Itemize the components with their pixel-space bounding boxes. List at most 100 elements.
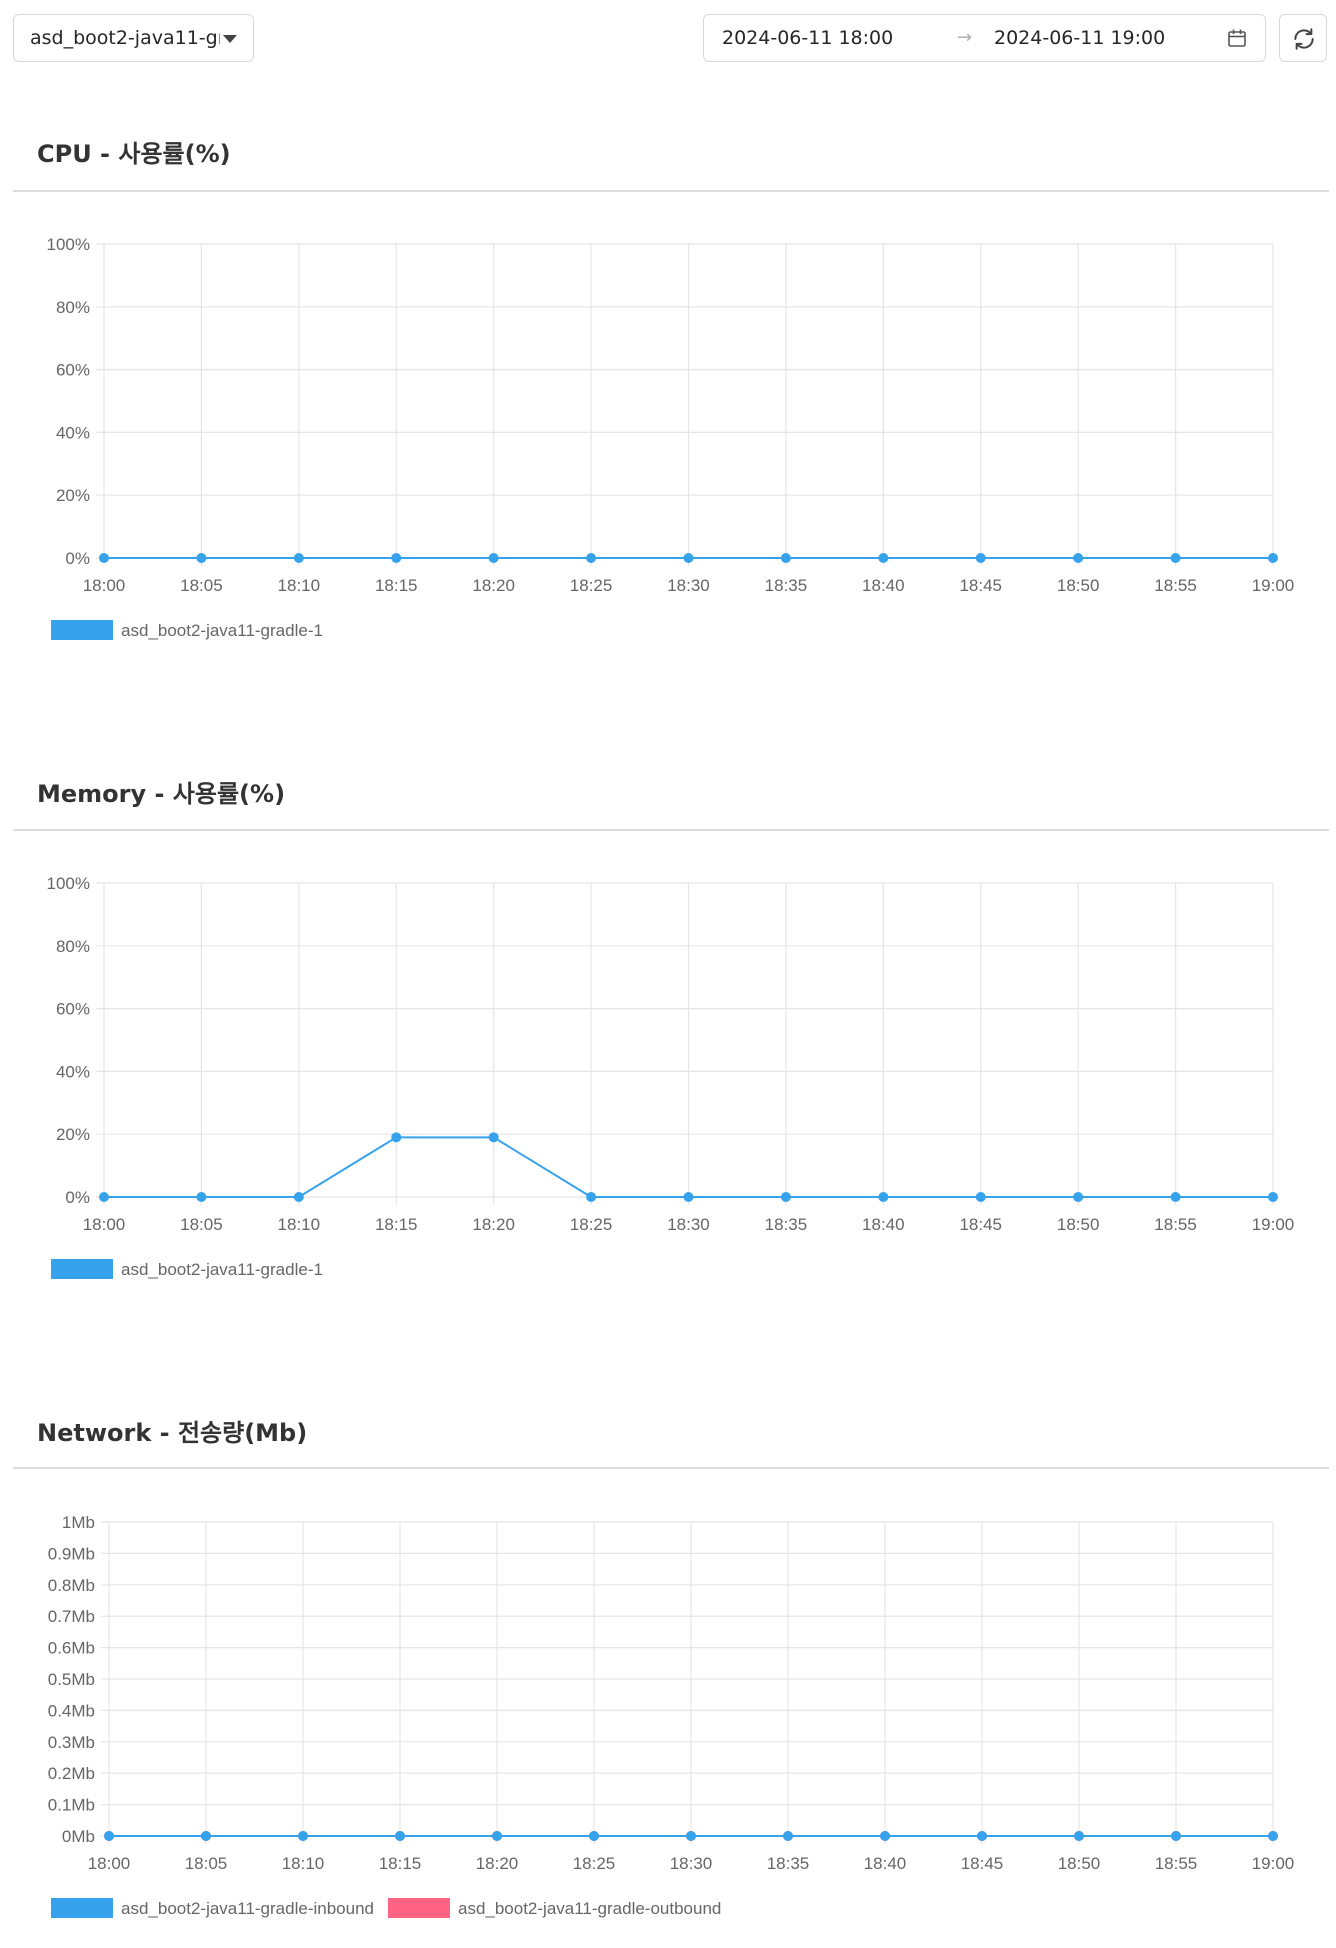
x-tick-label: 18:20 <box>472 576 515 595</box>
legend-label: asd_boot2-java11-gradle-1 <box>121 1260 323 1279</box>
legend-label: asd_boot2-java11-gradle-inbound <box>121 1899 374 1918</box>
caret-down-icon[interactable] <box>223 35 237 43</box>
refresh-icon <box>1294 28 1314 50</box>
legend-swatch <box>51 620 113 640</box>
data-point <box>391 553 402 563</box>
data-point <box>488 553 499 563</box>
legend-label: asd_boot2-java11-gradle-1 <box>121 621 323 640</box>
x-tick-label: 18:10 <box>278 576 321 595</box>
date-end-input[interactable]: 2024-06-11 19:00 <box>994 27 1166 49</box>
x-tick-label: 18:00 <box>83 1215 126 1234</box>
y-tick-label: 0.1Mb <box>48 1796 95 1815</box>
x-tick-label: 18:20 <box>476 1854 519 1873</box>
data-point <box>492 1831 502 1841</box>
network-traffic-chart: 0Mb 0.1Mb 0.2Mb 0.3Mb 0.4Mb 0.5Mb 0.6Mb 0.7Mb 0.… <box>48 1513 1294 1918</box>
container-select[interactable]: asd_boot2-java11-gradle-1 <box>13 14 254 62</box>
data-point <box>99 1192 109 1202</box>
data-point <box>589 1831 599 1841</box>
x-tick-label: 18:10 <box>282 1854 325 1873</box>
memory-section-title: Memory - 사용률(%) <box>37 780 286 808</box>
data-point <box>683 1192 694 1202</box>
y-tick-label: 20% <box>56 1125 90 1144</box>
cpu-usage-chart: 0% 20% 40% 60% 80% 100% 18:00 18:05 18:10 18:15 18… <box>47 235 1294 640</box>
data-point <box>298 1831 308 1841</box>
x-tick-label: 18:05 <box>180 576 223 595</box>
data-point <box>1268 1192 1278 1202</box>
x-tick-label: 18:50 <box>1057 1215 1100 1234</box>
legend-swatch <box>51 1898 113 1918</box>
x-tick-label: 18:15 <box>375 1215 418 1234</box>
data-point <box>1268 553 1278 563</box>
cpu-section-title: CPU - 사용률(%) <box>37 140 231 168</box>
date-separator-arrow-icon: → <box>957 27 973 48</box>
cpu-section-divider <box>13 190 1329 192</box>
x-tick-label: 18:45 <box>959 1215 1002 1234</box>
x-tick-label: 19:00 <box>1252 1215 1295 1234</box>
data-point <box>196 553 207 563</box>
data-point <box>780 553 791 563</box>
calendar-icon[interactable] <box>1227 28 1247 48</box>
x-tick-label: 18:40 <box>862 576 905 595</box>
x-tick-label: 18:30 <box>667 1215 710 1234</box>
refresh-button[interactable] <box>1279 14 1327 62</box>
x-tick-label: 18:10 <box>278 1215 321 1234</box>
y-tick-label: 0.2Mb <box>48 1764 95 1783</box>
data-point <box>586 1192 597 1202</box>
data-point <box>977 1831 987 1841</box>
date-range-picker[interactable]: 2024-06-11 18:00 → 2024-06-11 19:00 <box>703 14 1266 62</box>
data-point <box>1268 1831 1278 1841</box>
data-point <box>1074 1831 1084 1841</box>
container-select-value: asd_boot2-java11-gradle-1 <box>30 27 220 49</box>
x-tick-label: 18:05 <box>185 1854 228 1873</box>
x-tick-label: 18:45 <box>959 576 1002 595</box>
x-tick-label: 18:40 <box>862 1215 905 1234</box>
network-section-title: Network - 전송량(Mb) <box>37 1419 308 1447</box>
y-tick-label: 40% <box>56 1062 90 1081</box>
x-tick-label: 18:30 <box>667 576 710 595</box>
y-tick-label: 60% <box>56 361 90 380</box>
legend-swatch <box>51 1259 113 1279</box>
data-point <box>783 1831 793 1841</box>
x-tick-label: 18:35 <box>767 1854 810 1873</box>
data-point <box>395 1831 405 1841</box>
data-point <box>780 1192 791 1202</box>
data-point <box>1170 1192 1181 1202</box>
data-point <box>1073 553 1084 563</box>
y-tick-label: 0.4Mb <box>48 1701 95 1720</box>
x-tick-label: 18:55 <box>1154 576 1197 595</box>
data-point <box>201 1831 211 1841</box>
data-point <box>391 1132 402 1143</box>
x-tick-label: 18:25 <box>573 1854 616 1873</box>
data-point <box>196 1192 207 1202</box>
data-point <box>1170 553 1181 563</box>
y-tick-label: 100% <box>47 235 90 254</box>
data-point <box>586 553 597 563</box>
data-point <box>878 1192 889 1202</box>
x-tick-label: 18:15 <box>375 576 418 595</box>
data-point <box>878 553 889 563</box>
data-point <box>880 1831 890 1841</box>
data-point <box>99 553 109 563</box>
x-tick-label: 18:25 <box>570 576 613 595</box>
data-point <box>293 553 304 563</box>
memory-usage-chart: 0% 20% 40% 60% 80% 100% 18:00 18:05 18:10 18:15 18… <box>47 874 1295 1279</box>
legend-swatch <box>387 1898 450 1918</box>
x-tick-label: 18:50 <box>1058 1854 1101 1873</box>
x-tick-label: 18:35 <box>765 1215 808 1234</box>
x-tick-label: 18:00 <box>83 576 126 595</box>
y-tick-label: 0% <box>65 1188 90 1207</box>
data-point <box>975 1192 986 1202</box>
y-tick-label: 0.3Mb <box>48 1733 95 1752</box>
y-tick-label: 0.9Mb <box>48 1544 95 1563</box>
x-tick-label: 18:40 <box>864 1854 907 1873</box>
x-tick-label: 18:25 <box>570 1215 613 1234</box>
data-point <box>683 553 694 563</box>
y-tick-label: 0% <box>65 549 90 568</box>
data-point <box>975 553 986 563</box>
y-tick-label: 0.6Mb <box>48 1639 95 1658</box>
y-tick-label: 0Mb <box>62 1827 95 1846</box>
x-tick-label: 18:00 <box>88 1854 131 1873</box>
data-point <box>686 1831 696 1841</box>
date-start-input[interactable]: 2024-06-11 18:00 <box>722 27 894 49</box>
y-tick-label: 0.5Mb <box>48 1670 95 1689</box>
